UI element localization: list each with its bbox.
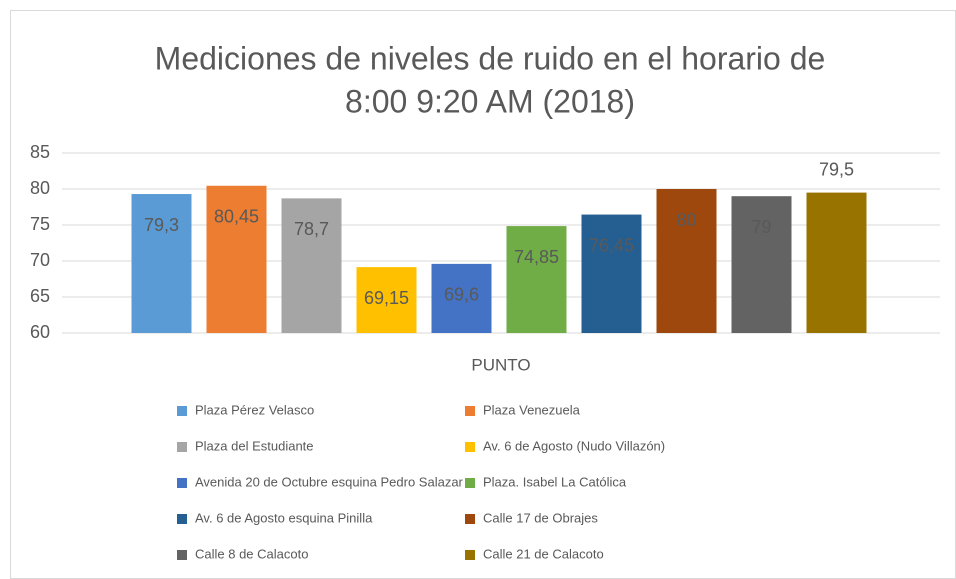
data-label: 69,6 <box>444 285 479 305</box>
chart-title: Mediciones de niveles de ruido en el hor… <box>155 40 826 76</box>
bar <box>731 196 792 333</box>
y-tick-label: 70 <box>30 250 50 270</box>
data-label: 78,7 <box>294 219 329 239</box>
legend-label: Plaza. Isabel La Católica <box>483 474 627 489</box>
data-label: 80,45 <box>214 207 259 227</box>
data-label: 79,3 <box>144 215 179 235</box>
data-label: 76,45 <box>589 235 634 255</box>
legend-label: Av. 6 de Agosto esquina Pinilla <box>195 510 373 525</box>
bar <box>806 192 867 333</box>
legend-swatch <box>465 550 475 560</box>
bar <box>431 263 492 333</box>
data-label: 69,15 <box>364 288 409 308</box>
legend-swatch <box>465 442 475 452</box>
legend-label: Calle 17 de Obrajes <box>483 510 598 525</box>
data-label: 79,5 <box>819 159 854 179</box>
legend-label: Plaza Venezuela <box>483 402 581 417</box>
y-tick-label: 60 <box>30 322 50 342</box>
data-label: 80 <box>676 210 696 230</box>
bar <box>206 185 267 333</box>
bar <box>656 189 717 333</box>
legend-swatch <box>177 478 187 488</box>
legend-swatch <box>177 514 187 524</box>
legend-swatch <box>465 514 475 524</box>
data-label: 79 <box>751 217 771 237</box>
legend-swatch <box>177 406 187 416</box>
y-tick-label: 65 <box>30 286 50 306</box>
x-tick-label: PUNTO <box>471 355 530 374</box>
legend-label: Plaza Pérez Velasco <box>195 402 314 417</box>
legend-swatch <box>177 442 187 452</box>
legend-label: Plaza del Estudiante <box>195 438 314 453</box>
legend-swatch <box>465 478 475 488</box>
bar <box>506 226 567 333</box>
chart-title: 8:00 9:20 AM (2018) <box>345 83 635 119</box>
legend-swatch <box>465 406 475 416</box>
bar <box>131 194 192 333</box>
y-tick-label: 75 <box>30 214 50 234</box>
y-tick-label: 80 <box>30 178 50 198</box>
legend-swatch <box>177 550 187 560</box>
bar <box>581 214 642 333</box>
y-tick-label: 85 <box>30 142 50 162</box>
legend-label: Calle 8 de Calacoto <box>195 546 308 561</box>
data-label: 74,85 <box>514 247 559 267</box>
legend-label: Av. 6 de Agosto (Nudo Villazón) <box>483 438 665 453</box>
legend-label: Avenida 20 de Octubre esquina Pedro Sala… <box>195 474 464 489</box>
bar <box>281 198 342 333</box>
bar <box>356 267 417 333</box>
legend-label: Calle 21 de Calacoto <box>483 546 604 561</box>
